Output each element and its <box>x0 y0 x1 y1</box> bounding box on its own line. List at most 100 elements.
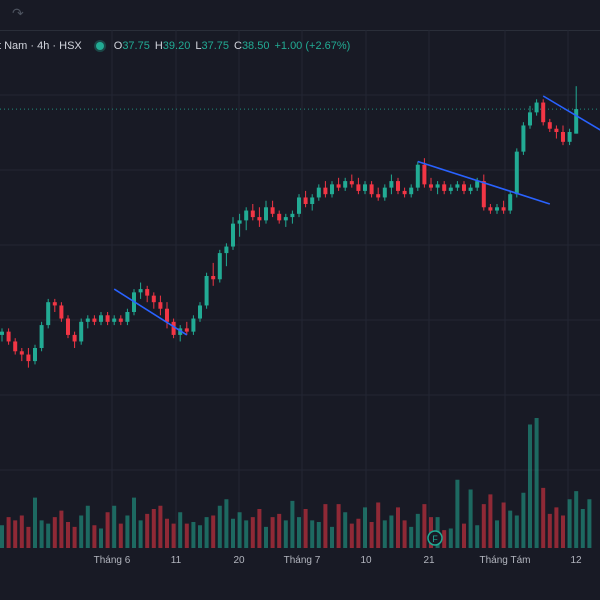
volume-bar <box>99 528 103 548</box>
candle-body <box>250 210 255 218</box>
candle-body <box>0 331 4 335</box>
candle-body <box>561 132 565 142</box>
candle <box>303 190 308 208</box>
volume-bar <box>39 520 44 548</box>
candle-body <box>409 187 414 195</box>
candle <box>66 315 70 339</box>
candle-body <box>66 318 70 335</box>
candle <box>158 295 163 316</box>
candle <box>26 348 31 368</box>
volume-bar <box>105 512 110 548</box>
volume-bar <box>125 515 130 548</box>
candle <box>369 181 374 198</box>
candle <box>59 302 64 322</box>
event-marker-label: F <box>432 534 438 544</box>
candle-body <box>191 318 196 332</box>
high-value: 39.20 <box>162 40 191 52</box>
volume-bar <box>250 517 255 548</box>
candle-body <box>343 181 348 188</box>
candle-body <box>356 184 361 191</box>
candle <box>382 184 387 201</box>
volume-bar <box>231 518 235 548</box>
candle <box>6 328 11 345</box>
volume-bar <box>316 522 321 548</box>
volume-bar <box>0 525 4 548</box>
candle-body <box>217 253 222 280</box>
candle <box>151 292 156 309</box>
candle <box>495 204 499 214</box>
candle <box>283 213 288 227</box>
volume-bar <box>554 507 559 548</box>
candle-body <box>59 305 64 319</box>
candle-body <box>316 187 321 198</box>
candle <box>323 181 328 198</box>
volume-bar <box>343 512 348 548</box>
candle-body <box>158 302 163 309</box>
candle <box>264 200 268 224</box>
candle-body <box>52 302 57 306</box>
candle-body <box>330 184 334 195</box>
grid-lines <box>0 30 600 548</box>
candle-body <box>112 318 117 322</box>
candle-body <box>481 181 486 208</box>
candle <box>561 125 565 146</box>
volume-bar <box>330 526 334 548</box>
candle <box>462 181 466 195</box>
candle <box>237 213 242 237</box>
symbol-title[interactable]: t Nam · 4h · HSX <box>0 40 82 52</box>
candle-body <box>231 223 235 247</box>
candle-body <box>442 184 447 191</box>
candle <box>528 105 532 129</box>
volume-bar <box>455 479 460 548</box>
candle-body <box>39 325 44 348</box>
volume-bar <box>541 487 546 548</box>
volume-bar <box>257 509 262 548</box>
candle-body <box>125 312 130 322</box>
volume-bar <box>376 502 381 548</box>
candle <box>415 161 420 191</box>
candle-body <box>547 122 552 129</box>
candle-body <box>184 328 189 332</box>
candle-body <box>382 187 387 198</box>
volume-bar <box>283 520 288 548</box>
volume-bar <box>336 504 341 548</box>
x-tick-label: 11 <box>171 555 182 566</box>
candle-body <box>528 112 532 126</box>
candle-body <box>277 213 282 221</box>
candle <box>429 177 433 191</box>
candle <box>46 298 51 329</box>
redo-arrow-icon[interactable]: ↷ <box>12 5 24 21</box>
close-value: 38.50 <box>241 40 270 52</box>
candle <box>409 184 414 198</box>
candle-body <box>310 197 315 204</box>
x-tick-label: Tháng 6 <box>94 555 131 566</box>
candle <box>343 177 348 191</box>
volume-bar <box>66 522 70 548</box>
volume-bar <box>198 525 202 548</box>
candle-body <box>151 295 156 303</box>
volume-bar <box>145 513 150 548</box>
volume-bar <box>528 424 532 548</box>
candle-body <box>396 181 400 191</box>
x-tick-label: 20 <box>233 555 245 566</box>
candle-body <box>118 318 123 322</box>
volume-bar <box>448 528 453 548</box>
candle <box>442 181 447 195</box>
candle-body <box>270 207 275 214</box>
volume-bar <box>462 523 466 548</box>
candle <box>244 207 249 231</box>
candle-body <box>415 164 420 188</box>
volume-bar <box>303 509 308 548</box>
candle-body <box>488 207 493 211</box>
candle <box>349 174 354 188</box>
candle <box>481 174 486 211</box>
open-label: O <box>113 40 123 52</box>
candle-body <box>521 125 526 152</box>
candle <box>99 312 103 326</box>
volume-bar <box>132 497 136 548</box>
candle-body <box>99 315 103 322</box>
candle <box>231 217 235 250</box>
